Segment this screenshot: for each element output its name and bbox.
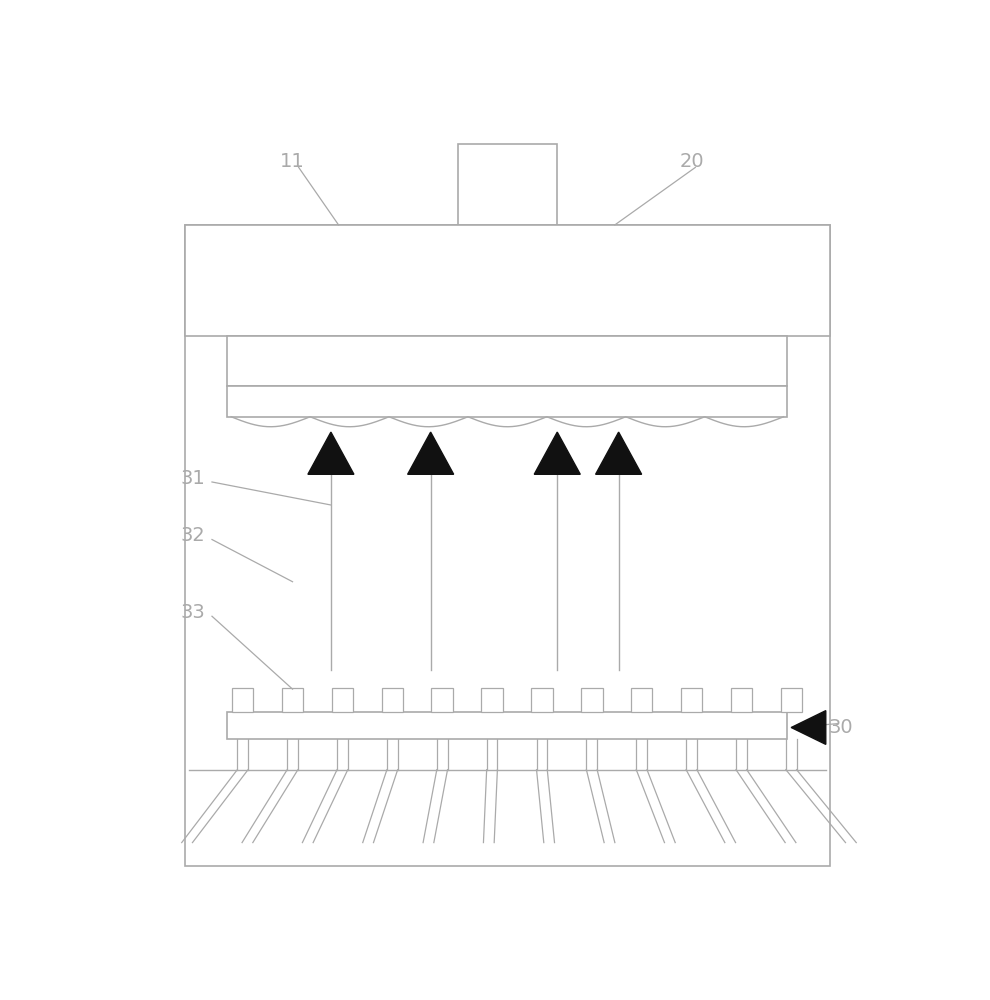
Text: 33: 33 xyxy=(180,603,205,622)
Polygon shape xyxy=(308,432,354,474)
Bar xyxy=(332,688,353,712)
Polygon shape xyxy=(535,432,580,474)
Text: 31: 31 xyxy=(180,469,205,488)
Bar xyxy=(381,688,403,712)
Polygon shape xyxy=(791,711,826,744)
Bar xyxy=(432,688,452,712)
Bar xyxy=(581,688,603,712)
Bar xyxy=(631,688,652,712)
Bar xyxy=(780,688,802,712)
Bar xyxy=(228,712,787,739)
Bar xyxy=(185,225,830,866)
Bar xyxy=(481,688,503,712)
Text: 20: 20 xyxy=(679,152,704,171)
Bar xyxy=(457,144,557,225)
Text: 11: 11 xyxy=(280,152,305,171)
Bar xyxy=(232,688,253,712)
Bar xyxy=(681,688,702,712)
Text: 30: 30 xyxy=(829,718,853,737)
Bar xyxy=(185,225,830,336)
Bar xyxy=(228,336,787,386)
Bar xyxy=(731,688,752,712)
Polygon shape xyxy=(596,432,642,474)
Polygon shape xyxy=(408,432,453,474)
Bar xyxy=(228,386,787,417)
Text: 32: 32 xyxy=(180,526,205,545)
Bar xyxy=(282,688,303,712)
Bar xyxy=(532,688,552,712)
